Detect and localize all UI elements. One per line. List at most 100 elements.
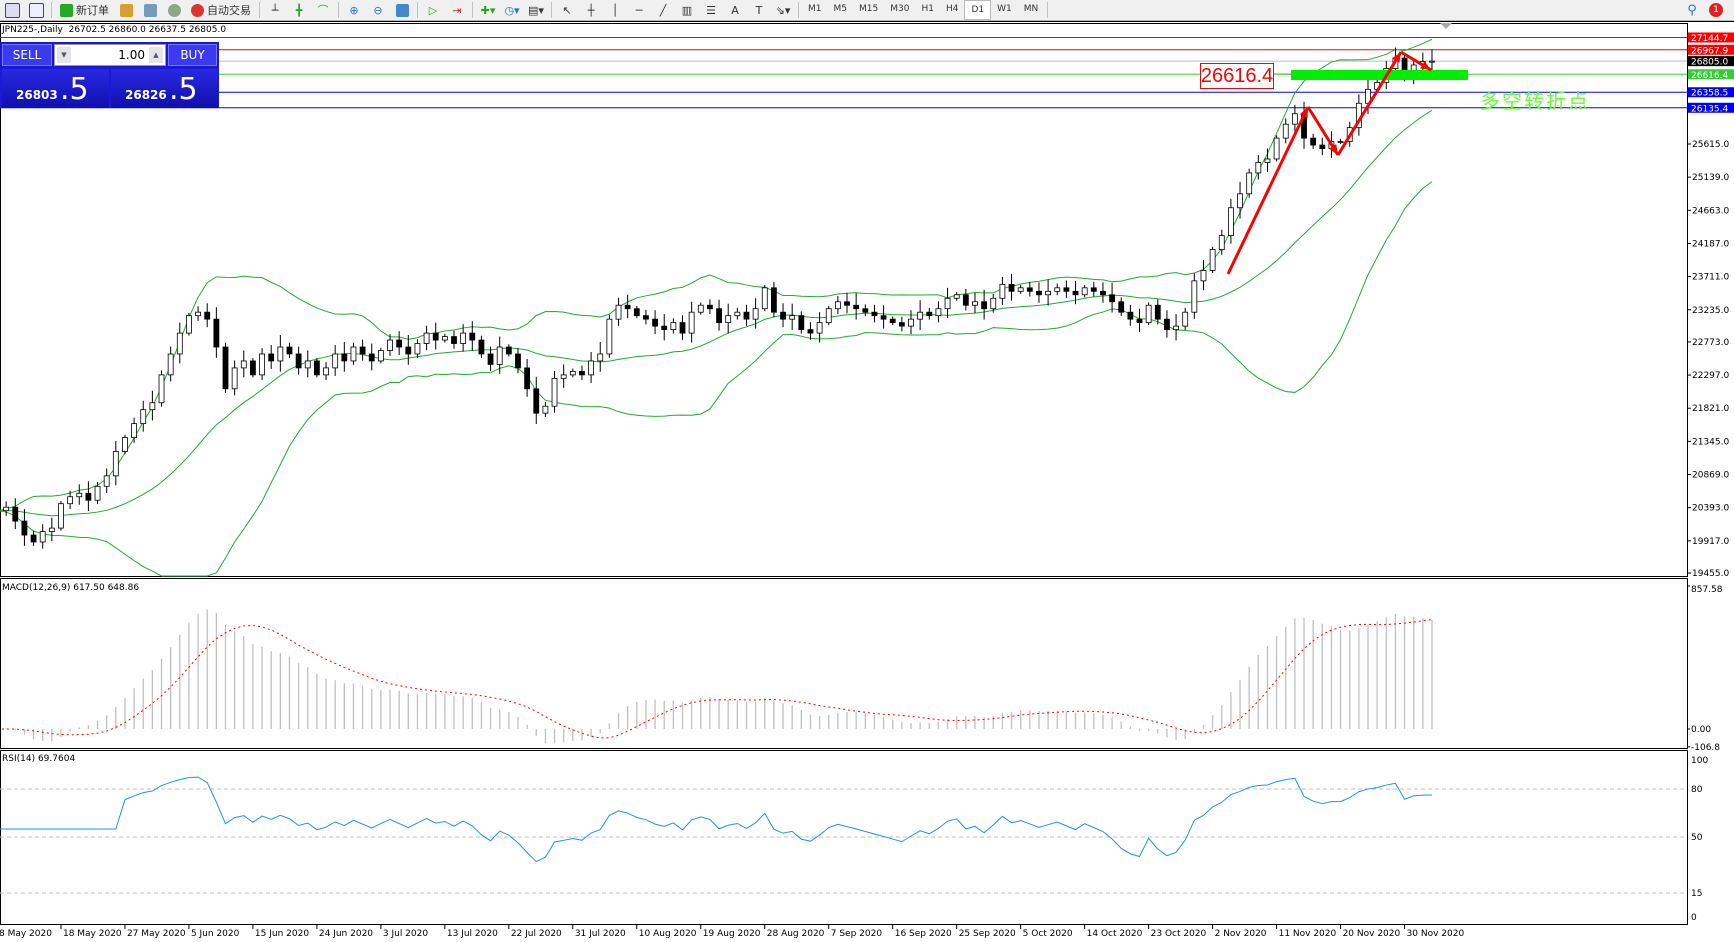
buy-price-button[interactable]: 26826 .5 — [111, 69, 218, 108]
templates-icon[interactable]: ▤▾ — [528, 3, 544, 17]
fibonacci-icon[interactable]: ☰ — [706, 3, 716, 17]
new-order-icon — [60, 3, 73, 17]
candle-body — [615, 304, 622, 320]
periods-clock-icon[interactable]: ◷▾ — [504, 3, 520, 17]
timeframe-m1[interactable]: M1 — [808, 4, 822, 14]
notifications-icon[interactable]: 1 — [1706, 1, 1726, 19]
candle — [149, 390, 156, 421]
new-order-button[interactable]: 新订单 — [57, 1, 112, 19]
cursor-icon[interactable]: ↖ — [562, 3, 572, 17]
signal-icon[interactable] — [164, 1, 184, 19]
tile-windows-icon[interactable] — [392, 1, 412, 19]
candle-body — [707, 304, 713, 310]
zoom-in-icon[interactable]: ⊕ — [349, 3, 359, 17]
vertical-line-icon[interactable]: │ — [611, 3, 619, 17]
sell-button[interactable]: SELL — [2, 44, 52, 66]
indicators-icon[interactable]: ✚▾ — [480, 3, 496, 17]
candle — [953, 292, 960, 301]
candle — [1191, 273, 1198, 319]
date-axis-label: 28 Aug 2020 — [767, 929, 825, 939]
candle — [844, 292, 850, 314]
lot-increase-button[interactable]: ▲ — [149, 47, 163, 63]
candle-body — [387, 339, 393, 351]
candle — [670, 318, 677, 334]
chart-shift-marker-icon — [1440, 23, 1452, 29]
candle — [1246, 168, 1253, 198]
candle-body — [889, 318, 896, 324]
candlestick-icon[interactable]: ╋ — [295, 3, 303, 17]
candle — [58, 500, 64, 531]
candle-body — [158, 374, 165, 404]
candle-body — [981, 301, 988, 310]
lot-decrease-button[interactable]: ▼ — [57, 47, 71, 63]
candle-body — [670, 322, 677, 331]
candle-body — [1090, 287, 1097, 292]
chart-shift-icon[interactable]: ⇥ — [452, 3, 462, 17]
market-watch-icon[interactable] — [116, 1, 136, 19]
timeframe-m30[interactable]: M30 — [890, 4, 910, 14]
candle-body — [880, 315, 887, 320]
trendline-icon[interactable]: ╱ — [659, 3, 667, 17]
buy-button[interactable]: BUY — [168, 44, 217, 66]
candle — [112, 441, 119, 486]
date-axis-label: 13 Jul 2020 — [447, 929, 498, 939]
candle — [1273, 135, 1280, 162]
pivot-level-label[interactable]: 26616.4 — [1200, 63, 1274, 89]
equidistant-channel-icon[interactable]: ▥ — [681, 3, 693, 17]
new-chart-icon[interactable] — [2, 1, 22, 19]
candle-body — [515, 353, 521, 369]
auto-trading-button[interactable]: 自动交易 — [188, 1, 254, 19]
candle — [240, 350, 247, 378]
candle — [405, 335, 412, 365]
candle-body — [898, 322, 905, 327]
auto-scroll-icon[interactable]: ▷ — [428, 3, 438, 17]
crosshair-icon[interactable]: ┼ — [587, 3, 595, 17]
candle — [1063, 280, 1070, 298]
timeframe-h1[interactable]: H1 — [921, 4, 934, 14]
candle-body — [186, 315, 192, 334]
candle — [1264, 148, 1271, 172]
arrows-icon[interactable]: ⇘▾ — [775, 3, 791, 17]
timeframe-h4[interactable]: H4 — [945, 4, 959, 14]
candle — [771, 281, 777, 318]
price-level-badge-label: 26135.4 — [1691, 104, 1728, 114]
candle — [579, 365, 585, 381]
candle — [926, 307, 933, 320]
candle-body — [259, 353, 265, 376]
sell-price-button[interactable]: 26803 .5 — [2, 69, 109, 108]
candle-body — [597, 353, 604, 362]
pivot-point-text[interactable]: 多空转折点 — [1480, 89, 1590, 113]
new-order-label: 新订单 — [76, 4, 109, 17]
price-level-badge — [1688, 32, 1734, 43]
timeframe-m5[interactable]: M5 — [833, 4, 848, 14]
zoom-out-icon[interactable]: ⊖ — [373, 3, 383, 17]
candle — [633, 305, 640, 319]
line-chart-icon[interactable]: ⌒ — [317, 4, 329, 17]
candle-body — [94, 485, 101, 501]
candle — [1291, 104, 1298, 133]
timeframe-d1[interactable]: D1 — [964, 0, 992, 20]
timeframe-mn[interactable]: MN — [1023, 4, 1039, 14]
candle — [972, 292, 978, 314]
candle — [295, 346, 302, 375]
one-click-trading-panel: SELL ▼ 1.00 ▲ BUY 26803 .5 26826 .5 — [0, 42, 219, 108]
candle-body — [313, 360, 320, 376]
text-icon[interactable]: A — [731, 3, 739, 17]
horizontal-line-icon[interactable]: ─ — [635, 3, 643, 17]
bar-chart-icon[interactable]: ┴ — [271, 3, 279, 17]
divider — [417, 2, 418, 18]
candle-body — [67, 496, 74, 505]
text-label-icon[interactable]: T — [755, 3, 763, 17]
price-axis-label: 23711.0 — [1692, 273, 1729, 283]
lot-size-input[interactable]: ▼ 1.00 ▲ — [54, 44, 166, 66]
candle — [679, 315, 686, 340]
candle-body — [140, 409, 147, 425]
zoom-chart-icon[interactable] — [26, 1, 46, 19]
search-icon[interactable]: ⚲ — [1687, 2, 1697, 18]
candle-body — [304, 360, 311, 369]
navigator-icon[interactable] — [140, 1, 160, 19]
candle — [39, 524, 46, 549]
timeframe-m15[interactable]: M15 — [859, 4, 879, 14]
timeframe-w1[interactable]: W1 — [997, 4, 1012, 14]
